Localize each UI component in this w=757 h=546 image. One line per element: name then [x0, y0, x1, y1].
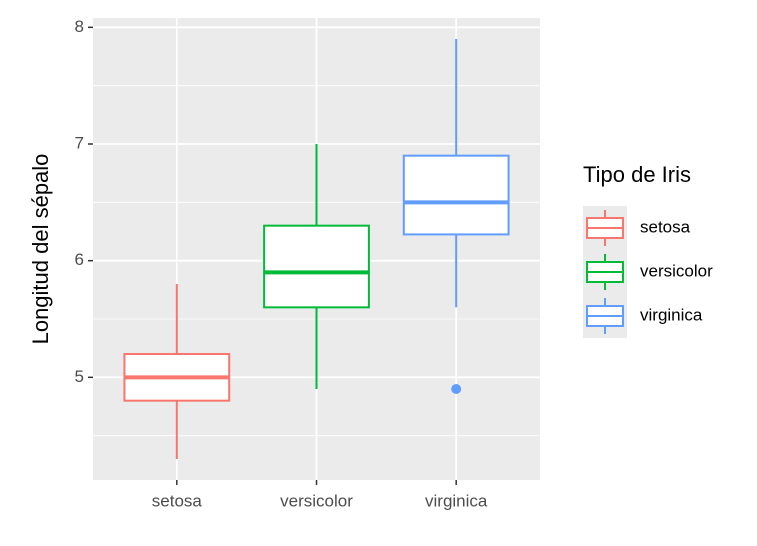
x-tick-label: virginica — [425, 491, 488, 510]
box — [402, 154, 510, 236]
legend-label: setosa — [640, 217, 691, 236]
legend-label: virginica — [640, 305, 703, 324]
x-tick-label: versicolor — [280, 491, 353, 510]
box — [263, 224, 370, 309]
legend-title: Tipo de Iris — [583, 162, 691, 187]
y-tick-label: 8 — [75, 17, 84, 36]
legend-label: versicolor — [640, 261, 713, 280]
x-tick-label: setosa — [152, 491, 203, 510]
y-tick-label: 5 — [75, 367, 84, 386]
y-tick-label: 7 — [75, 133, 84, 152]
y-axis-title: Longitud del sépalo — [28, 154, 53, 345]
outlier — [451, 384, 462, 394]
y-tick-label: 6 — [75, 250, 84, 269]
